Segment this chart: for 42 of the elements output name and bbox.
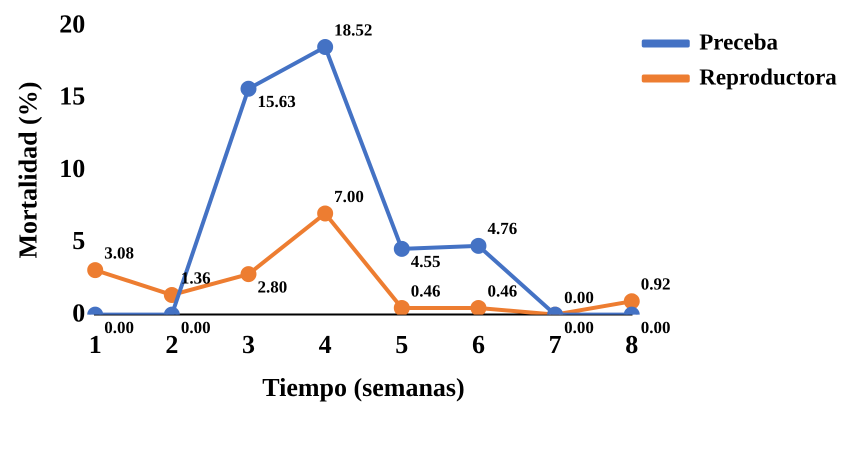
point <box>470 238 486 254</box>
x-tick-label: 8 <box>625 330 638 359</box>
y-tick-label: 10 <box>59 154 86 183</box>
data-label: 4.55 <box>410 252 441 272</box>
data-label: 7.00 <box>334 186 364 206</box>
y-tick-label: 5 <box>72 226 86 256</box>
data-label: 0.00 <box>564 318 594 337</box>
legend-label: Preceba <box>699 29 779 54</box>
data-label: 15.63 <box>258 92 296 112</box>
point <box>317 38 334 55</box>
data-label: 0.00 <box>640 318 670 337</box>
data-label: 18.52 <box>334 20 372 40</box>
x-tick-label: 2 <box>165 330 178 359</box>
x-tick-label: 3 <box>242 330 255 359</box>
point <box>624 293 640 310</box>
x-tick-label: 5 <box>395 330 408 359</box>
y-tick-label: 0 <box>72 298 86 328</box>
data-label: 0.46 <box>487 281 518 300</box>
legend-label: Reproductora <box>699 64 838 90</box>
y-tick-label: 15 <box>59 82 86 111</box>
point <box>317 205 334 222</box>
y-axis-title: Mortalidad (%) <box>13 82 42 259</box>
point <box>87 262 104 278</box>
data-label: 0.92 <box>640 274 670 294</box>
point <box>394 300 410 315</box>
data-label: 3.08 <box>104 243 134 262</box>
x-tick-label: 6 <box>472 330 485 359</box>
point <box>240 266 256 282</box>
x-tick-label: 7 <box>548 330 562 359</box>
point <box>240 80 256 97</box>
x-axis-title: Tiempo (semanas) <box>262 373 465 402</box>
data-label: 2.80 <box>258 278 288 297</box>
data-label: 4.76 <box>487 219 518 238</box>
y-tick-label: 20 <box>59 9 86 38</box>
data-label: 0.00 <box>104 318 134 337</box>
data-label: 0.46 <box>410 281 441 300</box>
x-tick-label: 4 <box>318 330 332 359</box>
point <box>470 300 486 315</box>
point <box>394 240 410 257</box>
data-label: 0.00 <box>564 288 594 307</box>
data-label: 0.00 <box>180 318 211 337</box>
x-tick-label: 1 <box>88 330 102 359</box>
